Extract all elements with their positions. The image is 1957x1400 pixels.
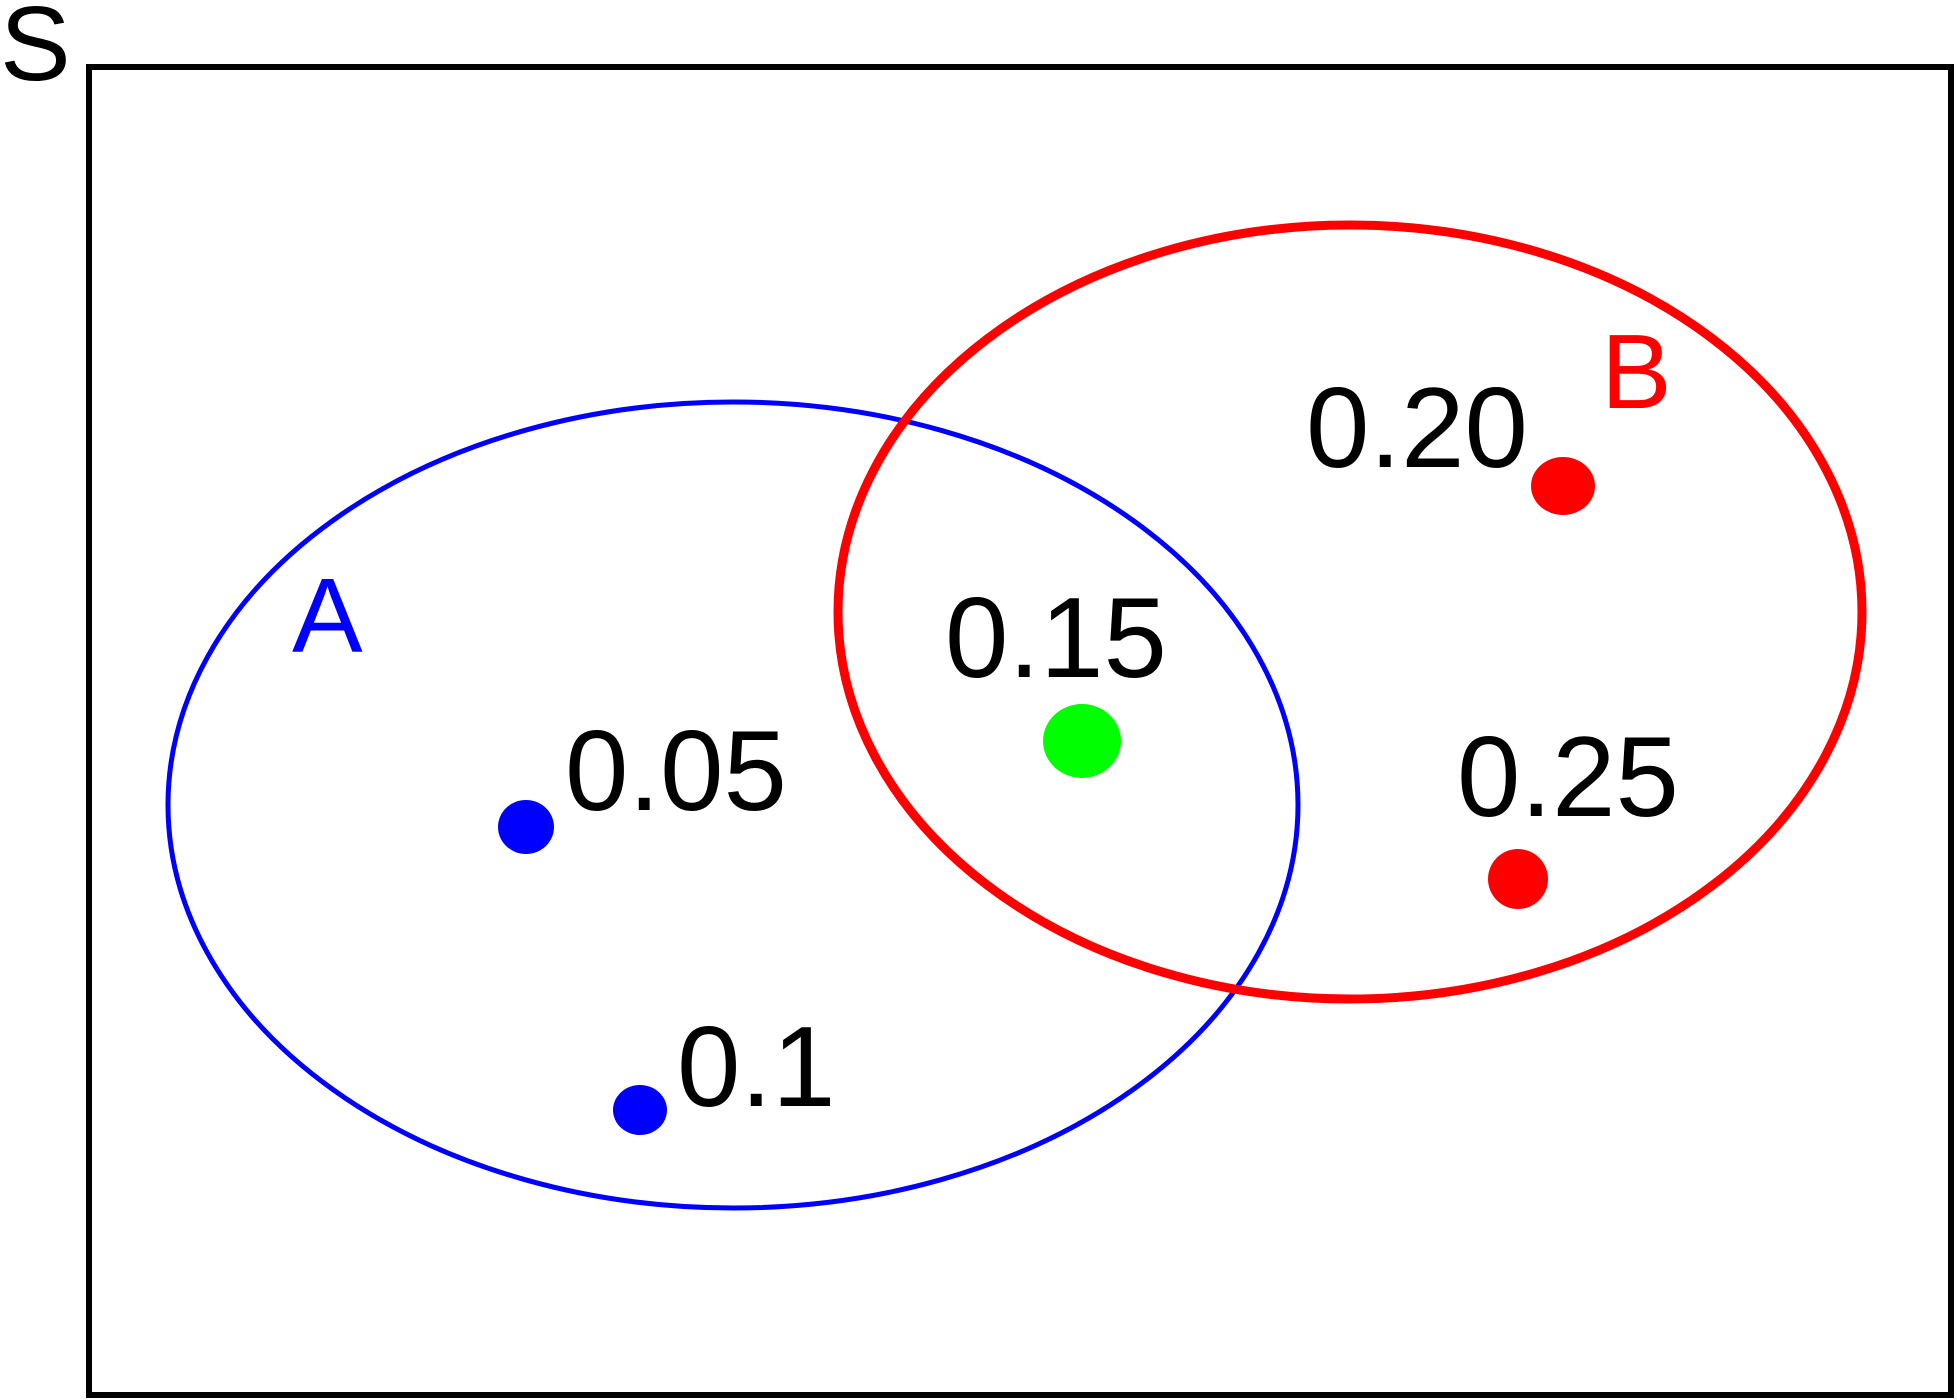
probability-label-a2: 0.1 <box>677 1004 835 1131</box>
outcome-point-b2 <box>1488 849 1548 909</box>
set-a-ellipse <box>165 399 1301 1211</box>
probability-label-b2: 0.25 <box>1457 714 1679 841</box>
outcome-point-a2 <box>613 1085 667 1135</box>
probability-label-a1: 0.05 <box>565 708 787 835</box>
set-b-ellipse <box>833 220 1867 1004</box>
outcome-point-a1 <box>498 800 554 854</box>
sample-space-label: S <box>0 0 71 103</box>
sample-space-box <box>86 64 1954 1398</box>
probability-label-ab: 0.15 <box>945 575 1167 702</box>
probability-label-b1: 0.20 <box>1306 365 1528 492</box>
set-b-label: B <box>1601 313 1672 431</box>
outcome-point-ab <box>1043 704 1121 778</box>
outcome-point-b1 <box>1531 457 1595 515</box>
set-a-label: A <box>292 557 363 675</box>
